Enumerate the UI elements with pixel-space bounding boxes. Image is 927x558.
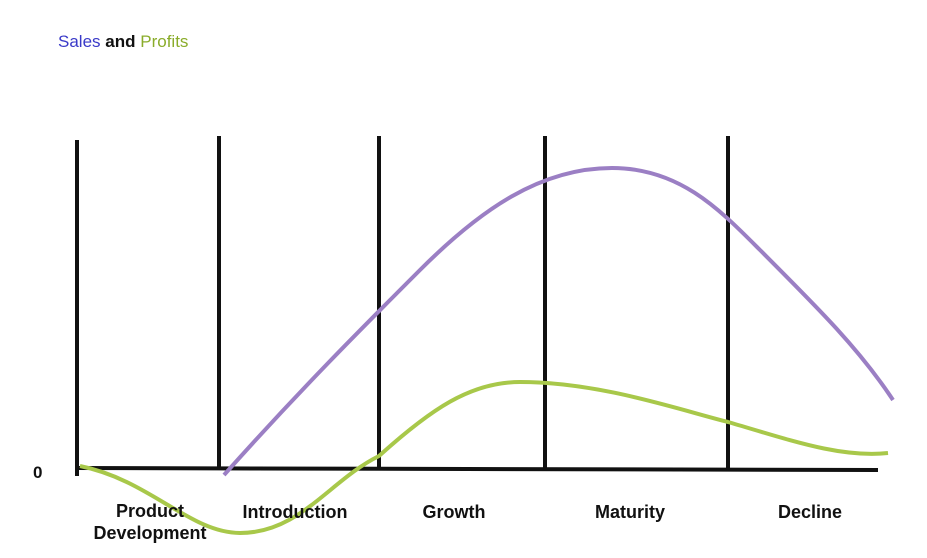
title-sales: Sales	[58, 32, 101, 51]
stage-label: Product Development	[93, 501, 207, 543]
stage-label: Introduction	[243, 502, 348, 522]
zero-label: 0	[33, 463, 42, 482]
stage-label: Growth	[423, 502, 486, 522]
sales-curve	[222, 165, 895, 477]
stage-label-wrap: Product Development	[93, 501, 207, 543]
stage-label: Maturity	[595, 502, 665, 522]
axes	[74, 136, 879, 476]
profits-curve	[79, 379, 889, 536]
x-axis	[74, 466, 879, 472]
title-profits: Profits	[140, 32, 188, 51]
stage-label: Decline	[778, 502, 842, 522]
title: Sales and Profits	[58, 32, 188, 51]
stage-labels: Product Development Introduction Growth …	[93, 501, 842, 543]
title-and: and	[105, 32, 135, 51]
